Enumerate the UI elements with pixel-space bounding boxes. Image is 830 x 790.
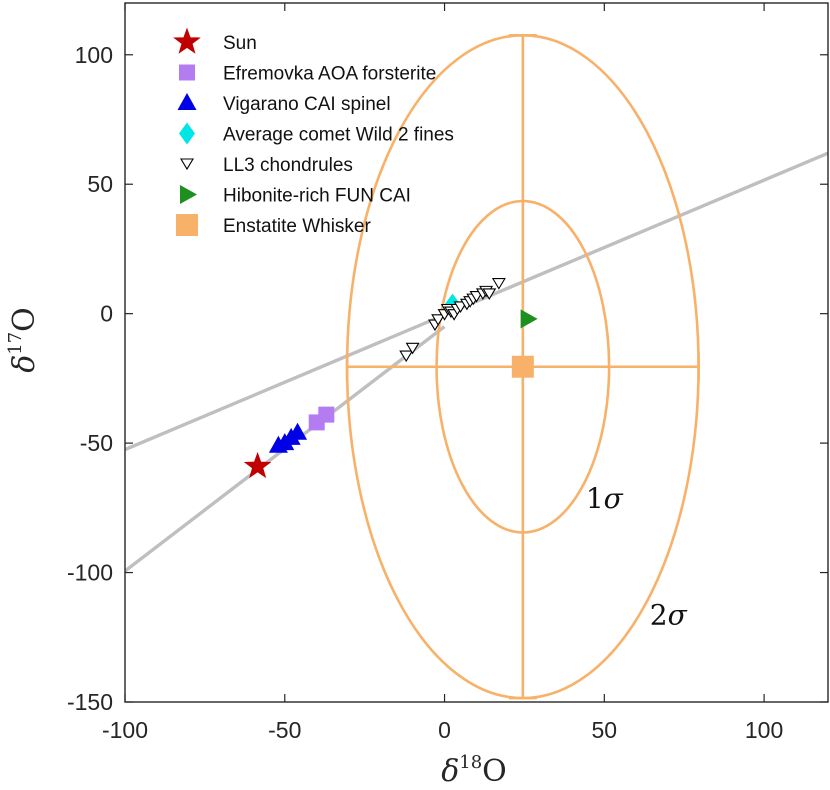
legend-marker-hibonite-rich-fun-cai xyxy=(180,185,197,204)
legend-label-ll3-chondrules: LL3 chondrules xyxy=(223,155,353,176)
legend-label-efremovka-aoa-forsterite: Efremovka AOA forsterite xyxy=(223,64,436,85)
legend-label-average-comet-wild-2-fines: Average comet Wild 2 fines xyxy=(223,125,454,146)
legend-marker-average-comet-wild-2-fines xyxy=(179,122,195,145)
ll3-chondrules-point xyxy=(491,278,506,290)
legend-label-vigarano-cai-spinel: Vigarano CAI spinel xyxy=(223,94,391,115)
y-tick-label: -100 xyxy=(67,560,113,586)
x-tick-label: 100 xyxy=(745,717,783,743)
y-tick-label: 100 xyxy=(75,42,113,68)
y-tick-label: 0 xyxy=(100,301,113,327)
y-tick-label: 50 xyxy=(87,171,113,197)
legend-label-sun: Sun xyxy=(223,33,257,54)
ll3-chondrules-point xyxy=(431,314,446,326)
x-axis-label: δ18O xyxy=(441,752,507,789)
sigma-label-2: 2σ xyxy=(650,598,688,631)
sigma-label-number: 1 xyxy=(586,482,604,515)
ll3-chondrules-point xyxy=(482,288,497,301)
legend: Sun Efremovka AOA forsterite Vigarano CAI … xyxy=(173,27,454,237)
y-tick-label: -50 xyxy=(80,430,113,456)
legend-marker-ll3-chondrules xyxy=(180,158,194,171)
vigarano-cai-spinel-point xyxy=(288,422,308,440)
ll3-chondrules-point xyxy=(405,342,420,355)
legend-marker-enstatite-whisker xyxy=(176,214,198,236)
ll3-chondrules-point xyxy=(399,350,414,363)
x-tick-label: -50 xyxy=(268,717,301,743)
legend-marker-vigarano-cai-spinel xyxy=(177,93,197,110)
legend-label-hibonite-rich-fun-cai: Hibonite-rich FUN CAI xyxy=(223,186,411,207)
axes-box xyxy=(124,2,829,703)
x-tick-label: -100 xyxy=(102,717,148,743)
y-axis-label: δ17O xyxy=(5,307,42,373)
sigma-label-symbol: σ xyxy=(668,598,688,631)
sigma-label-1: 1σ xyxy=(586,482,624,515)
x-tick-label: 50 xyxy=(592,717,618,743)
efremovka-aoa-forsterite-point xyxy=(318,406,335,423)
legend-label-enstatite-whisker: Enstatite Whisker xyxy=(223,216,371,237)
data-points xyxy=(243,278,538,479)
y-tick-label: -150 xyxy=(67,689,113,715)
legend-marker-sun xyxy=(173,27,201,54)
hibonite-rich-fun-cai-point xyxy=(520,309,538,329)
x-tick-label: 0 xyxy=(438,717,451,743)
enstatite-whisker-point xyxy=(511,355,534,378)
legend-marker-efremovka-aoa-forsterite xyxy=(179,64,195,81)
sun-point xyxy=(243,451,272,479)
sigma-label-number: 2 xyxy=(650,598,668,631)
sigma-label-symbol: σ xyxy=(604,482,624,515)
